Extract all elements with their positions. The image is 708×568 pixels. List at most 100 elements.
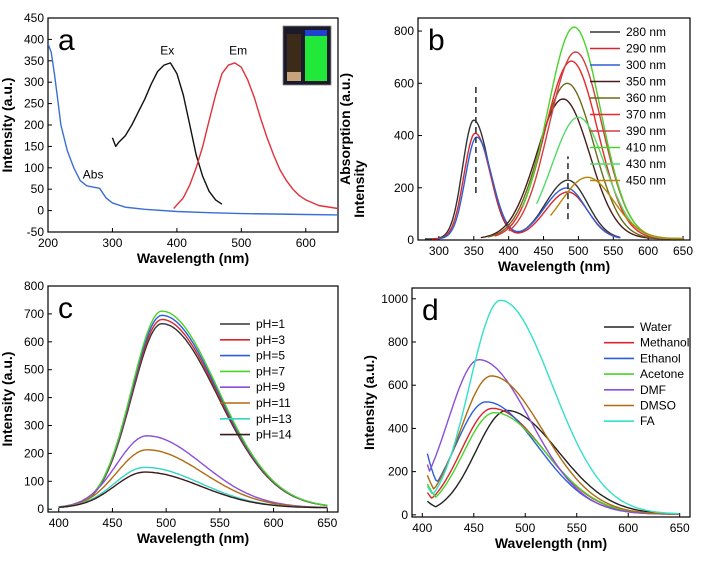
series-line-ex xyxy=(111,62,223,205)
legend-label: 280 nm xyxy=(626,25,666,39)
x-tick-label: 500 xyxy=(515,521,535,535)
legend-label: Acetone xyxy=(640,367,684,381)
y-tick-label: 400 xyxy=(394,129,414,143)
legend-label: Methanol xyxy=(640,336,689,350)
legend-label: pH=11 xyxy=(256,396,291,410)
legend-label: DMF xyxy=(640,383,666,397)
x-tick-label: 550 xyxy=(567,521,587,535)
x-tick-label: 200 xyxy=(38,236,58,250)
series-line-450-nm xyxy=(549,176,683,240)
x-tick-label: 500 xyxy=(156,516,176,530)
x-tick-label: 550 xyxy=(603,244,623,258)
y-axis-label-secondary: Intensity xyxy=(351,160,367,218)
series-group xyxy=(48,43,338,216)
x-tick-label: 300 xyxy=(102,236,122,250)
legend-label: 410 nm xyxy=(626,141,666,155)
y-tick-label: 200 xyxy=(24,446,44,460)
y-axis-label: Intensity (a.u.) xyxy=(0,352,15,447)
vial-dark xyxy=(287,34,301,81)
series-line-ph-11 xyxy=(58,449,328,509)
y-tick-label: 0 xyxy=(37,204,44,218)
x-tick-label: 600 xyxy=(264,516,284,530)
y-tick-label: 200 xyxy=(394,181,414,195)
x-tick-label: 400 xyxy=(49,516,69,530)
vial-dark-base xyxy=(287,72,301,81)
legend-label: pH=9 xyxy=(256,380,285,394)
legend-label: Ethanol xyxy=(640,351,681,365)
legend-label: pH=13 xyxy=(256,412,292,426)
legend-label: 350 nm xyxy=(626,75,666,89)
x-tick-label: 650 xyxy=(317,516,337,530)
x-tick-label: 450 xyxy=(464,521,484,535)
y-axis-label: Absorption (a.u.) xyxy=(337,73,353,185)
legend-label: 370 nm xyxy=(626,108,666,122)
y-tick-label: 500 xyxy=(24,363,44,377)
series-group xyxy=(425,26,683,240)
x-tick-label: 350 xyxy=(464,244,484,258)
x-tick-label: 400 xyxy=(499,244,519,258)
legend-label: DMSO xyxy=(640,399,676,413)
series-line-360-nm xyxy=(487,82,683,240)
x-axis-label: Wavelength (nm) xyxy=(498,258,610,274)
curve-annotation: Abs xyxy=(83,168,104,182)
y-tick-label: 600 xyxy=(394,76,414,90)
vial-fluorescent-cap xyxy=(305,30,327,36)
series-group xyxy=(58,310,328,509)
x-tick-label: 600 xyxy=(296,236,316,250)
panel-letter: a xyxy=(58,24,75,57)
series-line-water xyxy=(426,409,679,515)
panel-letter: b xyxy=(428,24,445,57)
x-axis-label: Wavelength (nm) xyxy=(137,530,249,546)
series-line-ph-14 xyxy=(58,471,328,509)
x-tick-label: 300 xyxy=(429,244,449,258)
x-tick-label: 550 xyxy=(210,516,230,530)
y-tick-label: -50 xyxy=(27,225,45,239)
y-axis-label: Intensity (a.u.) xyxy=(361,355,377,450)
x-tick-label: 400 xyxy=(412,521,432,535)
x-tick-label: 600 xyxy=(618,521,638,535)
y-tick-label: 50 xyxy=(31,182,45,196)
legend-label: 390 nm xyxy=(626,124,666,138)
x-tick-label: 500 xyxy=(231,236,251,250)
series-line-dmso xyxy=(426,375,679,515)
x-tick-label: 450 xyxy=(534,244,554,258)
series-line-abs xyxy=(48,43,338,216)
y-tick-label: 1000 xyxy=(381,292,408,306)
y-tick-label: 800 xyxy=(394,24,414,38)
legend-label: pH=3 xyxy=(256,333,285,347)
y-tick-label: 450 xyxy=(24,11,44,25)
series-line-em xyxy=(173,62,338,210)
x-tick-label: 400 xyxy=(167,236,187,250)
legend-label: pH=14 xyxy=(256,428,292,442)
y-tick-label: 150 xyxy=(24,139,44,153)
y-tick-label: 100 xyxy=(24,474,44,488)
legend-label: 450 nm xyxy=(626,174,666,188)
photo-inset xyxy=(282,25,332,86)
panel-a: 200 300 400 500 600 -50 0 50 100 150 200 250 300 350 4… xyxy=(0,11,339,266)
panel-c: 400 450 500 550 600 650 0 100 200 300 400 500 600 700… xyxy=(0,279,339,546)
series-group xyxy=(426,299,679,515)
legend-label: FA xyxy=(640,414,655,428)
x-tick-label: 450 xyxy=(102,516,122,530)
y-tick-label: 0 xyxy=(407,233,414,247)
y-tick-label: 600 xyxy=(388,378,408,392)
y-tick-label: 0 xyxy=(401,508,408,522)
y-tick-label: 800 xyxy=(388,335,408,349)
series-line-dmf xyxy=(426,359,679,515)
x-axis-label: Wavelength (nm) xyxy=(495,535,607,551)
y-tick-label: 400 xyxy=(24,391,44,405)
curve-annotation: Ex xyxy=(160,43,174,57)
y-tick-label: 300 xyxy=(24,419,44,433)
legend-label: Water xyxy=(640,320,672,334)
plot-frame-d xyxy=(411,287,691,518)
y-tick-label: 250 xyxy=(24,97,44,111)
y-tick-label: 700 xyxy=(24,307,44,321)
legend: 280 nm 290 nm 300 nm 350 nm 360 nm 370 nm 390 … xyxy=(590,25,666,188)
y-tick-label: 200 xyxy=(388,465,408,479)
y-tick-label: 600 xyxy=(24,335,44,349)
x-tick-label: 650 xyxy=(670,521,690,535)
legend-label: pH=5 xyxy=(256,349,285,363)
legend-label: 360 nm xyxy=(626,91,666,105)
